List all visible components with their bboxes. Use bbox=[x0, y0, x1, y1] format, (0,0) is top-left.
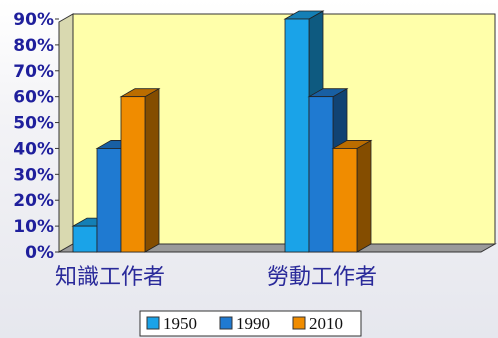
legend: 1950 1990 2010 bbox=[139, 310, 362, 337]
legend-label-1990: 1990 bbox=[236, 314, 270, 333]
legend-box bbox=[139, 310, 362, 337]
legend-swatch-1950 bbox=[146, 316, 160, 330]
bar-front bbox=[308, 96, 334, 253]
legend-swatch-2010 bbox=[292, 316, 306, 330]
y-tick-label-0: 0% bbox=[25, 243, 54, 263]
y-tick-label-4: 40% bbox=[13, 139, 54, 159]
y-tick-label-5: 50% bbox=[13, 114, 54, 134]
category-label-1: 勞動工作者 bbox=[267, 265, 377, 290]
bar-front bbox=[332, 148, 358, 253]
bar-2010-1 bbox=[331, 139, 373, 253]
y-axis: 0% 10% 20% 30% 40% 50% 60% 70% 80% 90% bbox=[13, 10, 60, 263]
category-label-0: 知識工作者 bbox=[55, 265, 165, 290]
y-tick-label-3: 30% bbox=[13, 165, 54, 185]
y-tick-label-6: 60% bbox=[13, 88, 54, 108]
y-tick-label-1: 10% bbox=[13, 217, 54, 237]
bar-2010-0 bbox=[119, 87, 161, 253]
bar-side bbox=[144, 87, 160, 253]
legend-label-2010: 2010 bbox=[309, 314, 343, 333]
bars bbox=[71, 10, 373, 253]
legend-label-1950: 1950 bbox=[163, 314, 197, 333]
y-tick-label-7: 70% bbox=[13, 62, 54, 82]
bar-front bbox=[284, 18, 310, 253]
bar-front bbox=[120, 96, 146, 253]
y-tick-label-9: 90% bbox=[13, 10, 54, 30]
x-axis-labels: 知識工作者 勞動工作者 bbox=[55, 265, 377, 290]
y-tick-label-8: 80% bbox=[13, 36, 54, 56]
y-tick-label-2: 20% bbox=[13, 191, 54, 211]
bar-side bbox=[356, 139, 372, 253]
plot-side-wall bbox=[58, 13, 74, 253]
bar-front bbox=[72, 225, 98, 253]
bar-front bbox=[96, 148, 122, 253]
legend-swatch-1990 bbox=[219, 316, 233, 330]
